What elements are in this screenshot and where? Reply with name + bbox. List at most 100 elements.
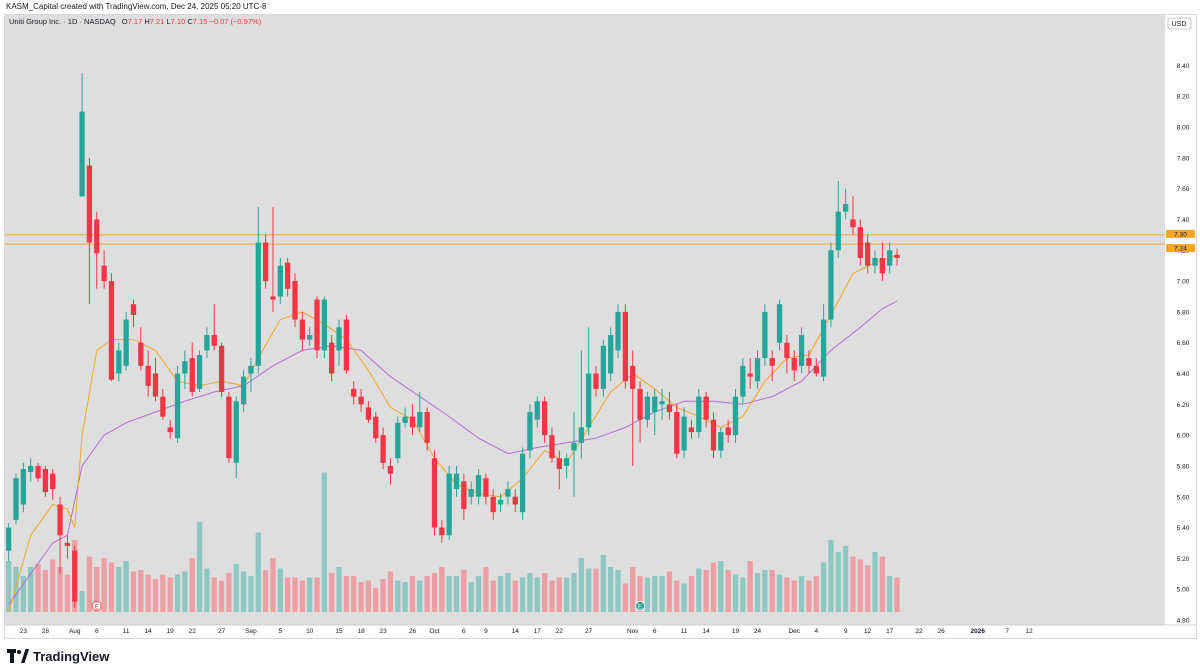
candle-body[interactable] (505, 489, 511, 497)
candle-body[interactable] (218, 345, 225, 392)
candle-body[interactable] (160, 396, 166, 417)
candle-body[interactable] (285, 262, 291, 289)
candle-body[interactable] (277, 265, 283, 297)
candle-body[interactable] (321, 299, 328, 351)
candle-body[interactable] (776, 304, 783, 343)
candle-body[interactable] (615, 311, 621, 351)
candle-body[interactable] (872, 257, 878, 266)
candle-body[interactable] (101, 265, 107, 282)
candle-body[interactable] (380, 435, 386, 463)
candle-body[interactable] (586, 373, 592, 428)
candle-body[interactable] (79, 111, 85, 197)
candle-body[interactable] (571, 442, 577, 451)
candle-body[interactable] (204, 335, 210, 351)
candle-body[interactable] (703, 396, 709, 420)
candle-body[interactable] (798, 335, 805, 366)
candle-body[interactable] (35, 465, 41, 479)
candle-body[interactable] (879, 257, 885, 274)
candle-body[interactable] (747, 373, 753, 377)
candle-body[interactable] (865, 242, 871, 266)
currency-box[interactable] (1167, 17, 1192, 30)
candle-body[interactable] (791, 358, 797, 371)
candle-body[interactable] (652, 396, 658, 413)
candle-body[interactable] (20, 469, 26, 505)
candle-body[interactable] (439, 527, 445, 536)
candle-body[interactable] (769, 358, 775, 366)
candle-body[interactable] (666, 404, 673, 413)
candle-body[interactable] (644, 396, 651, 420)
candle-body[interactable] (307, 335, 313, 340)
candle-body[interactable] (116, 350, 122, 374)
candle-body[interactable] (431, 458, 438, 528)
candle-body[interactable] (57, 504, 63, 536)
candle-body[interactable] (784, 342, 790, 359)
candle-body[interactable] (446, 473, 452, 536)
candle-body[interactable] (483, 478, 489, 497)
candle-body[interactable] (314, 299, 320, 351)
plot-area[interactable] (5, 15, 1165, 625)
candle-body[interactable] (725, 427, 731, 436)
candle-body[interactable] (659, 401, 665, 405)
candle-body[interactable] (167, 427, 173, 433)
candle-body[interactable] (622, 311, 629, 382)
candle-body[interactable] (42, 469, 49, 493)
candle-body[interactable] (138, 342, 144, 366)
candle-body[interactable] (541, 401, 548, 436)
candle-body[interactable] (145, 365, 151, 386)
candle-body[interactable] (887, 250, 893, 266)
candle-body[interactable] (292, 281, 298, 320)
candle-body[interactable] (409, 416, 416, 428)
candle-body[interactable] (512, 496, 518, 505)
earnings-marker[interactable] (635, 601, 645, 611)
candle-body[interactable] (453, 473, 460, 490)
candle-body[interactable] (233, 401, 239, 463)
candle-body[interactable] (6, 527, 12, 551)
candle-body[interactable] (130, 304, 137, 315)
candle-body[interactable] (813, 365, 819, 374)
candle-body[interactable] (123, 319, 129, 366)
candle-body[interactable] (475, 475, 482, 497)
candle-body[interactable] (373, 416, 379, 439)
candle-body[interactable] (718, 432, 724, 451)
candle-body[interactable] (835, 211, 841, 251)
candle-body[interactable] (299, 319, 305, 340)
candle-body[interactable] (527, 412, 533, 451)
candle-body[interactable] (226, 396, 232, 459)
candle-body[interactable] (351, 388, 357, 397)
candle-body[interactable] (710, 419, 717, 451)
candle-body[interactable] (262, 242, 269, 282)
candle-body[interactable] (696, 396, 702, 433)
candle-body[interactable] (417, 412, 423, 428)
candle-body[interactable] (600, 345, 606, 389)
candle-body[interactable] (387, 465, 394, 474)
candle-body[interactable] (762, 311, 768, 359)
candle-body[interactable] (732, 396, 739, 436)
candle-body[interactable] (240, 376, 247, 405)
candle-body[interactable] (64, 542, 71, 547)
candle-body[interactable] (806, 358, 812, 366)
candle-body[interactable] (549, 435, 555, 459)
candle-body[interactable] (681, 416, 687, 451)
candle-body[interactable] (329, 342, 335, 374)
candle-body[interactable] (86, 165, 93, 243)
tradingview-brand[interactable]: TradingView (7, 646, 109, 666)
candle-body[interactable] (857, 227, 863, 258)
candle-body[interactable] (174, 373, 181, 439)
legend-symbol[interactable]: Uniti Group Inc. · 1D · NASDAQ (9, 17, 116, 26)
earnings-marker[interactable] (92, 601, 102, 611)
candle-body[interactable] (556, 458, 562, 470)
candle-body[interactable] (189, 358, 195, 392)
candle-body[interactable] (343, 319, 350, 371)
candle-body[interactable] (468, 489, 474, 497)
candle-body[interactable] (152, 373, 159, 397)
candle-body[interactable] (358, 396, 364, 405)
candle-body[interactable] (424, 412, 430, 443)
candle-body[interactable] (270, 296, 276, 300)
candle-body[interactable] (255, 242, 261, 366)
candle-body[interactable] (850, 219, 856, 228)
price-chart[interactable]: USD 4.80 5.00 5.20 5.40 5.60 5.80 6.00 6.20 6.40 6… (0, 0, 1200, 641)
candle-body[interactable] (196, 355, 203, 389)
candle-body[interactable] (497, 499, 504, 505)
candle-body[interactable] (828, 250, 834, 320)
price-level-tag[interactable] (1166, 229, 1195, 238)
